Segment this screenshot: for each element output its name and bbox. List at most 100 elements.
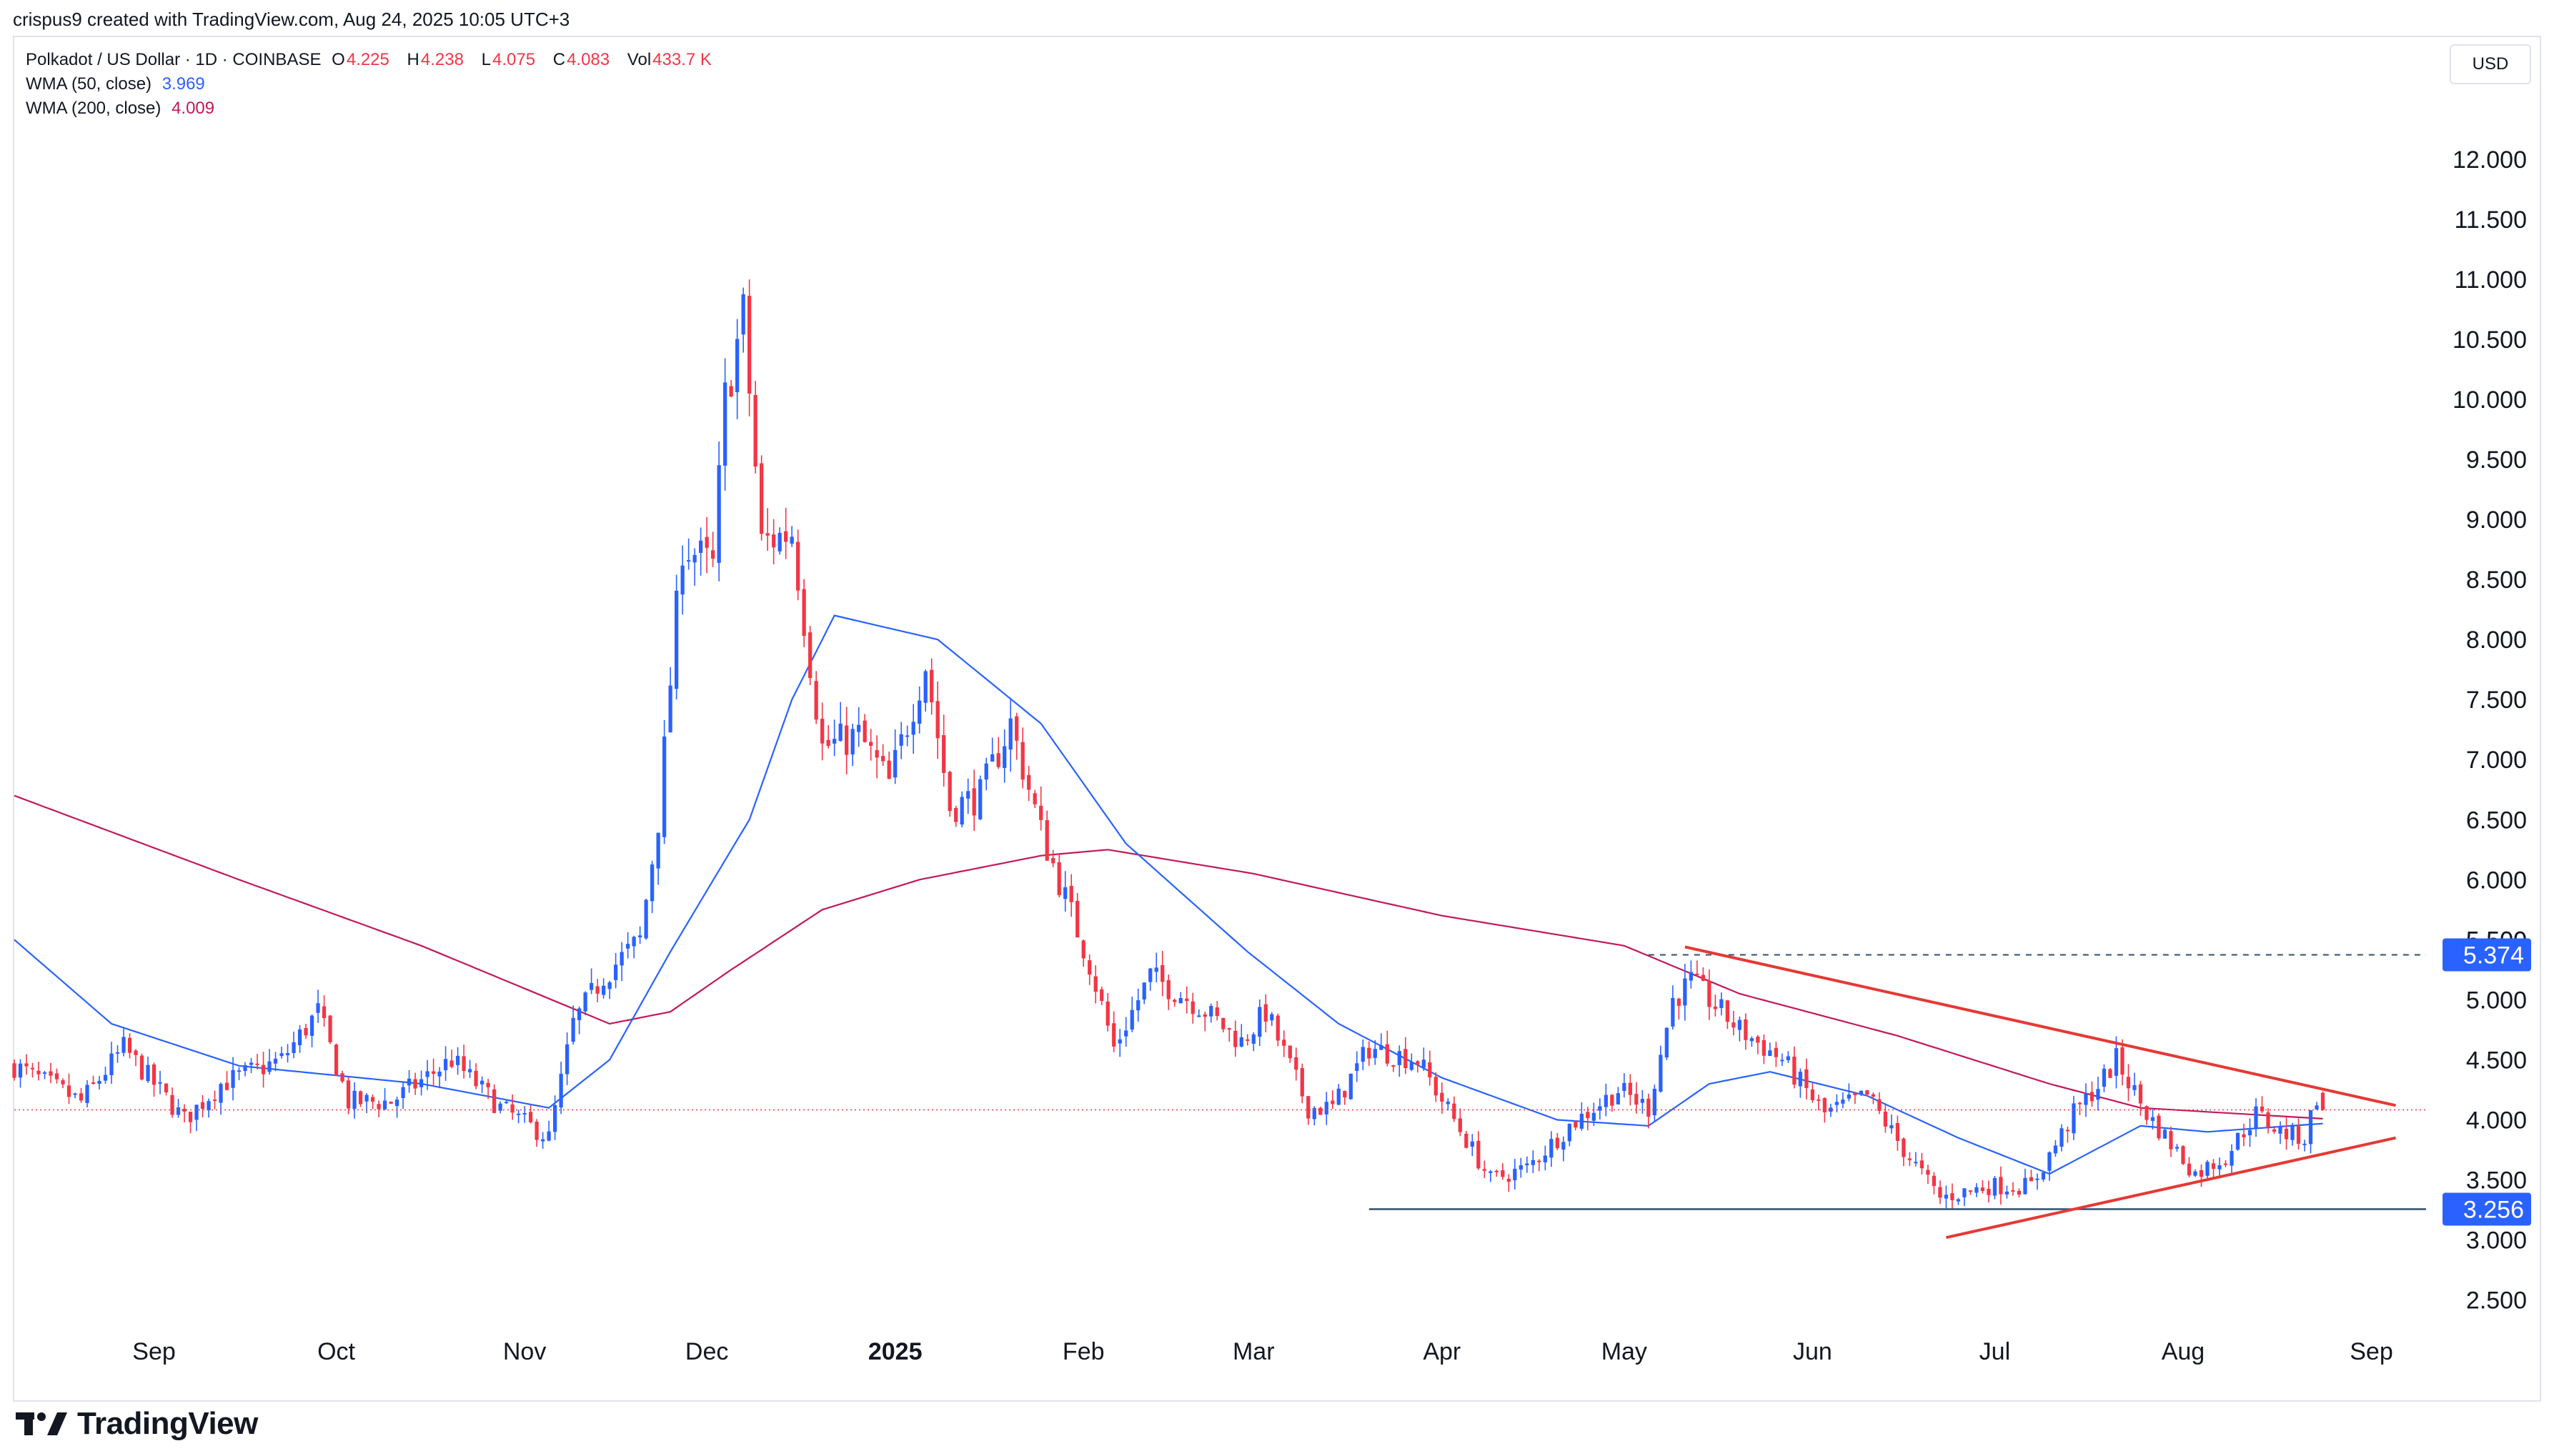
brand-name: TradingView [77, 1406, 258, 1441]
candle [1421, 1047, 1426, 1072]
candle [2217, 1157, 2222, 1176]
candle [1555, 1132, 1559, 1151]
candle-body [2302, 1143, 2307, 1145]
x-tick-label: Aug [2162, 1338, 2205, 1365]
candle [1780, 1053, 1784, 1066]
candle [1689, 960, 1693, 989]
candle [2296, 1118, 2301, 1150]
candle-body [2272, 1129, 2277, 1132]
candle-body [449, 1060, 454, 1067]
candle-body [540, 1139, 545, 1142]
candle [194, 1105, 199, 1132]
candle-body [1683, 978, 1687, 1006]
candle-body [1622, 1082, 1626, 1091]
candle [115, 1045, 120, 1063]
candle-body [1258, 1007, 1262, 1037]
currency-button[interactable]: USD [2450, 44, 2531, 84]
candle [1185, 986, 1189, 1014]
candle [1294, 1047, 1298, 1081]
tradingview-brand[interactable]: TradingView [16, 1402, 258, 1446]
candle [2175, 1144, 2180, 1152]
candle-body [1051, 858, 1055, 864]
candle-body [1391, 1065, 1396, 1067]
candle-body [857, 724, 861, 732]
candle-body [559, 1073, 563, 1108]
candle [802, 579, 806, 647]
candle-body [905, 735, 910, 737]
candle [340, 1070, 344, 1084]
candle [2065, 1126, 2070, 1143]
candle-body [2278, 1127, 2282, 1134]
candle [1810, 1083, 1815, 1103]
candle [1397, 1045, 1401, 1077]
candle [923, 669, 928, 712]
candle [504, 1100, 509, 1105]
candle-body [1118, 1039, 1122, 1044]
candle-body [2242, 1134, 2246, 1137]
candle [2004, 1185, 2009, 1199]
candle-body [583, 992, 587, 1012]
candle [158, 1070, 162, 1095]
candle-body [978, 779, 983, 819]
candle [1919, 1152, 1924, 1175]
candle-body [960, 797, 964, 825]
candle [705, 517, 709, 574]
candle-body [1701, 974, 1705, 981]
candle [552, 1095, 557, 1140]
candle-body [2090, 1092, 2095, 1102]
candle-body [1938, 1187, 1942, 1198]
candle [2193, 1169, 2197, 1177]
candle-body [1276, 1015, 1280, 1041]
candle [1124, 1017, 1128, 1047]
candle [1634, 1082, 1639, 1114]
candle-body [637, 935, 642, 938]
candle [637, 926, 642, 944]
candle [583, 991, 587, 1016]
candle [1731, 1010, 1736, 1036]
wma200-legend-row[interactable]: WMA (200, close) 4.009 [26, 99, 220, 119]
candle-body [1197, 1015, 1201, 1017]
candle [1452, 1096, 1456, 1122]
candle-body [419, 1079, 424, 1087]
candle-body [650, 864, 655, 902]
candle [692, 548, 697, 586]
candle [285, 1044, 290, 1063]
candle [601, 978, 606, 999]
candle [2059, 1124, 2064, 1152]
wma50-legend-row[interactable]: WMA (50, close) 3.969 [26, 74, 211, 94]
candle [625, 932, 630, 959]
candle [1428, 1050, 1432, 1086]
candle-body [601, 985, 606, 995]
candle [2017, 1188, 2022, 1197]
candle [687, 538, 691, 570]
candle [1944, 1185, 1949, 1209]
candle [1494, 1170, 1499, 1177]
candle-body [1178, 997, 1183, 1004]
candle-body [705, 537, 709, 548]
x-tick-label: Jul [1979, 1338, 2010, 1365]
candle [1980, 1180, 1985, 1194]
candle-body [2217, 1165, 2222, 1170]
candle [845, 707, 849, 774]
candle [632, 935, 636, 959]
candle-body [1433, 1077, 1438, 1096]
symbol-title: Polkadot / US Dollar · 1D · COINBASE [26, 50, 322, 69]
candle-body [1215, 1007, 1219, 1017]
candle [1464, 1131, 1469, 1149]
candle-body [656, 832, 660, 869]
candle [425, 1059, 429, 1090]
x-tick-label: Apr [1423, 1338, 1461, 1365]
candle [589, 968, 594, 994]
candle [1671, 985, 1675, 1030]
candle-body [1081, 940, 1085, 959]
candle [1063, 871, 1068, 912]
candle [1992, 1175, 1997, 1200]
candle [1786, 1051, 1791, 1063]
candle [863, 714, 867, 743]
candle [2308, 1110, 2313, 1154]
candle-body [741, 294, 745, 335]
candle [1543, 1145, 1547, 1171]
candle [1433, 1072, 1438, 1102]
candle-body [1926, 1170, 1930, 1175]
